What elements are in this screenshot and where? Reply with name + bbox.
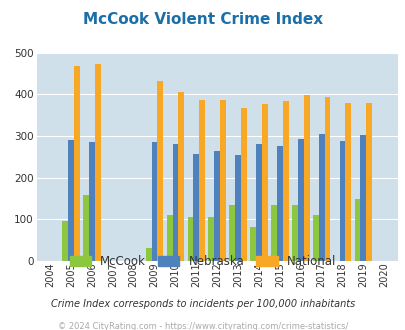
- Bar: [261, 104, 267, 261]
- Bar: [95, 64, 100, 261]
- Bar: [62, 221, 68, 261]
- Bar: [229, 205, 234, 261]
- Bar: [249, 227, 256, 261]
- Bar: [241, 108, 246, 261]
- Bar: [74, 66, 79, 261]
- Bar: [365, 103, 371, 261]
- Bar: [178, 92, 184, 261]
- Bar: [157, 81, 163, 261]
- Bar: [145, 248, 151, 261]
- Bar: [193, 154, 199, 261]
- Bar: [297, 139, 303, 261]
- Bar: [339, 141, 345, 261]
- Bar: [303, 95, 309, 261]
- Bar: [68, 140, 74, 261]
- Legend: McCook, Nebraska, National: McCook, Nebraska, National: [65, 250, 340, 273]
- Text: © 2024 CityRating.com - https://www.cityrating.com/crime-statistics/: © 2024 CityRating.com - https://www.city…: [58, 322, 347, 330]
- Text: McCook Violent Crime Index: McCook Violent Crime Index: [83, 12, 322, 26]
- Bar: [234, 155, 241, 261]
- Bar: [256, 144, 261, 261]
- Bar: [172, 144, 178, 261]
- Bar: [360, 135, 365, 261]
- Bar: [324, 97, 330, 261]
- Bar: [282, 101, 288, 261]
- Bar: [83, 195, 89, 261]
- Bar: [214, 151, 220, 261]
- Bar: [271, 205, 276, 261]
- Bar: [199, 100, 205, 261]
- Text: Crime Index corresponds to incidents per 100,000 inhabitants: Crime Index corresponds to incidents per…: [51, 299, 354, 309]
- Bar: [318, 134, 324, 261]
- Bar: [208, 217, 214, 261]
- Bar: [187, 217, 193, 261]
- Bar: [291, 205, 297, 261]
- Bar: [345, 103, 350, 261]
- Bar: [354, 199, 360, 261]
- Bar: [276, 147, 282, 261]
- Bar: [166, 215, 172, 261]
- Bar: [312, 215, 318, 261]
- Bar: [151, 142, 157, 261]
- Bar: [220, 100, 226, 261]
- Bar: [89, 142, 95, 261]
